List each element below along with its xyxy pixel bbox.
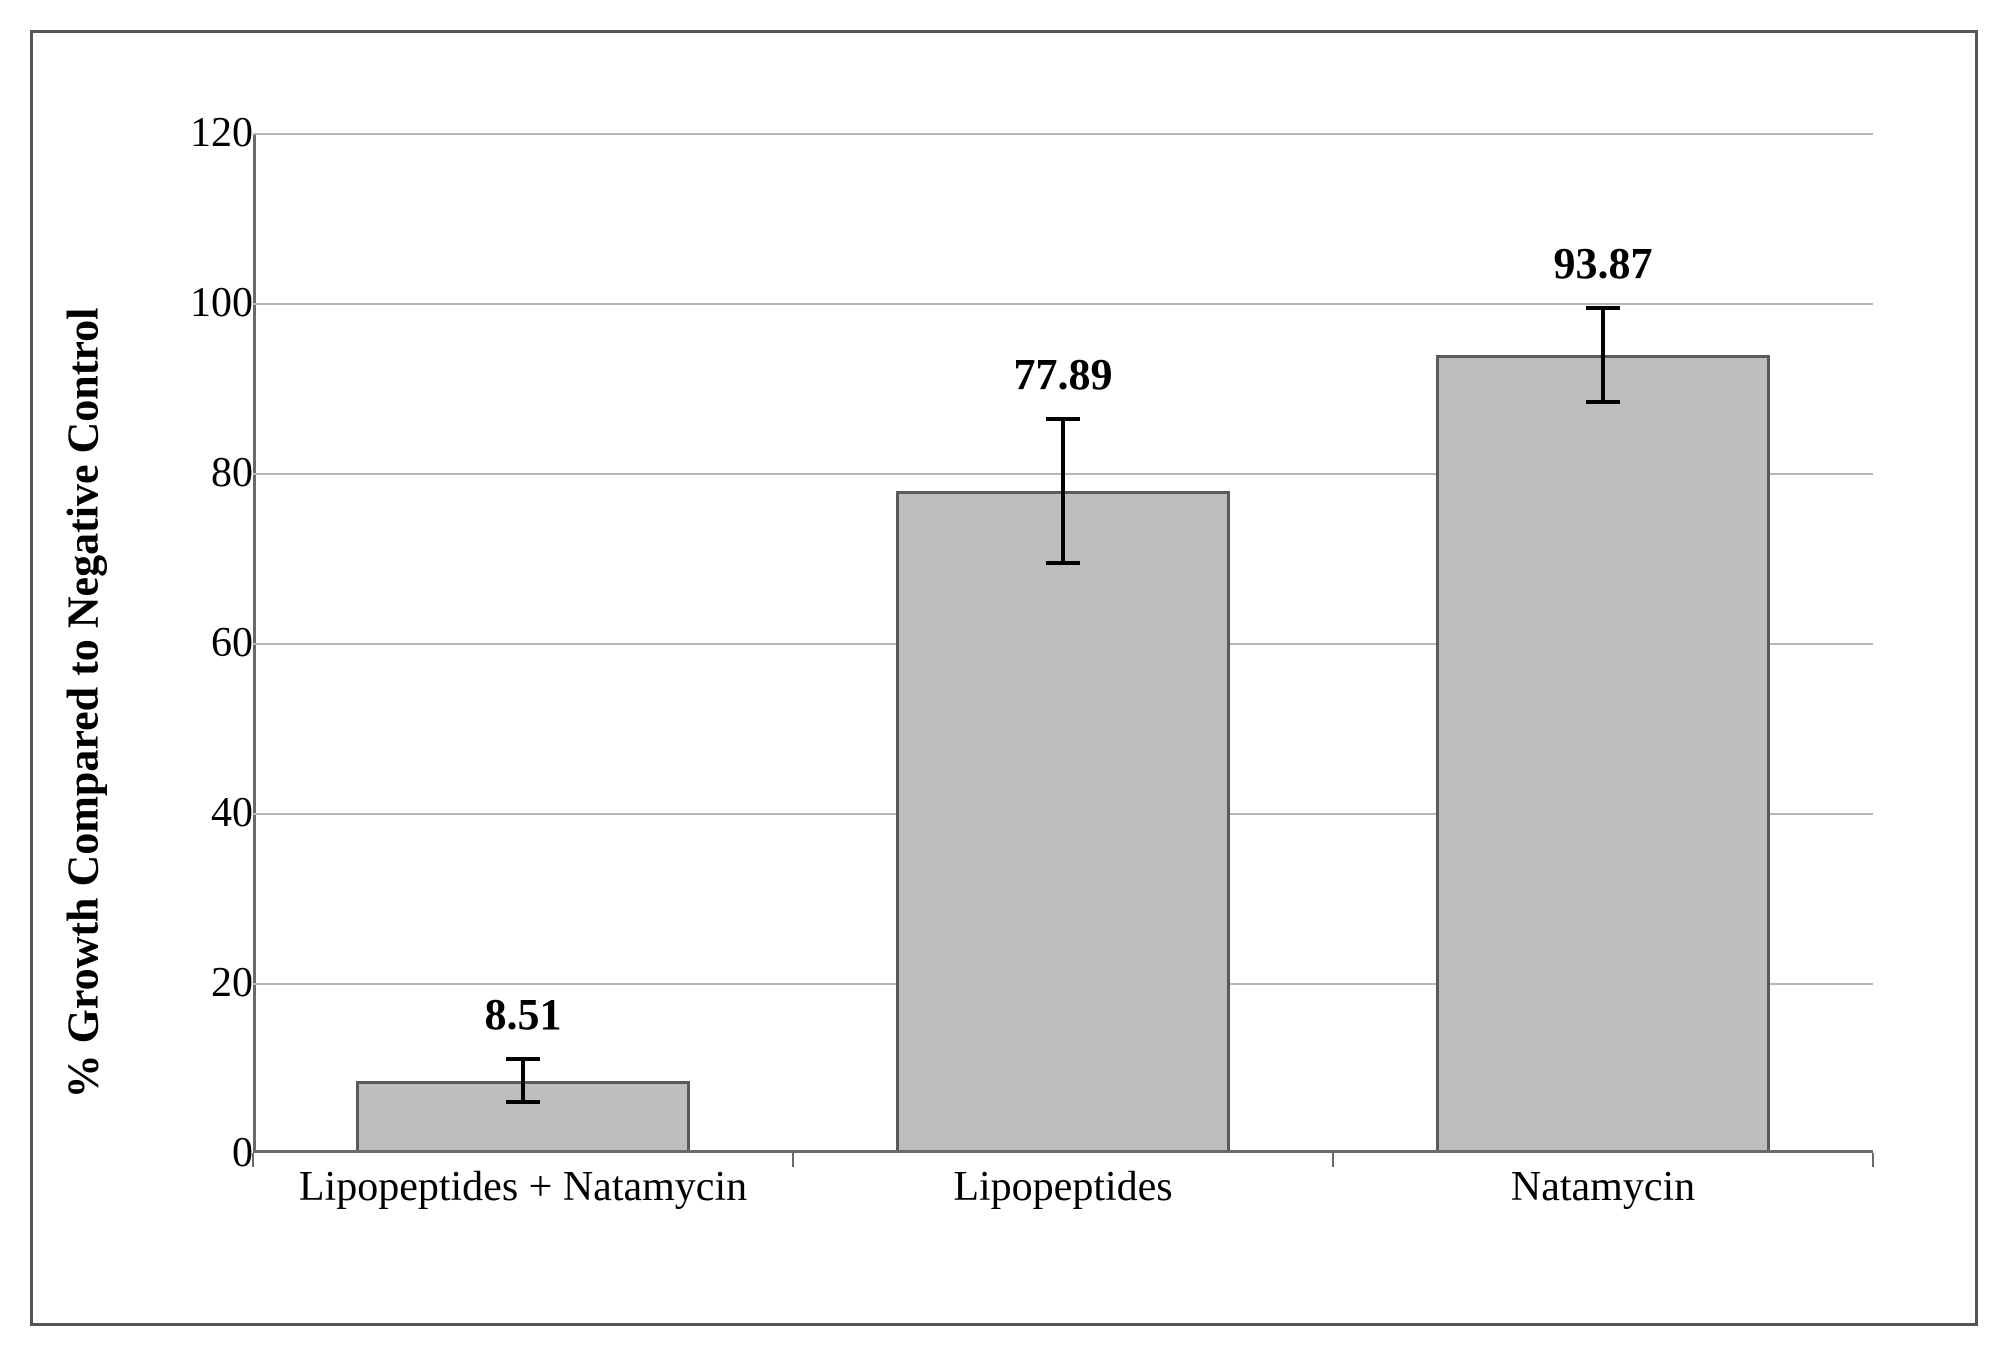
x-tick-label: Lipopeptides + Natamycin — [299, 1163, 747, 1211]
chart-outer-frame: % Growth Compared to Negative Control 0 … — [30, 30, 1978, 1326]
errorbar-cap-bot — [1586, 400, 1620, 404]
chart-wrap: % Growth Compared to Negative Control 0 … — [133, 133, 1893, 1273]
y-tick-40: 40 — [133, 789, 253, 837]
value-label: 8.51 — [485, 989, 562, 1040]
errorbar-cap-top — [1046, 417, 1080, 421]
x-tick-mark — [252, 1153, 254, 1167]
errorbar-stem — [521, 1059, 525, 1102]
y-tick-100: 100 — [133, 279, 253, 327]
y-tick-0: 0 — [133, 1129, 253, 1177]
grid-line — [253, 303, 1873, 305]
y-tick-80: 80 — [133, 449, 253, 497]
errorbar-stem — [1061, 419, 1065, 564]
value-label: 77.89 — [1014, 349, 1113, 400]
y-tick-120: 120 — [133, 109, 253, 157]
x-tick-mark — [1332, 1153, 1334, 1167]
plot-area: 8.51 77.89 93.87 — [253, 133, 1873, 1153]
x-tick-mark — [792, 1153, 794, 1167]
y-tick-60: 60 — [133, 619, 253, 667]
x-tick-label: Lipopeptides — [953, 1163, 1172, 1211]
x-tick-label: Natamycin — [1511, 1163, 1695, 1211]
errorbar-cap-top — [1586, 306, 1620, 310]
y-tick-20: 20 — [133, 959, 253, 1007]
grid-line — [253, 133, 1873, 135]
errorbar-cap-bot — [506, 1100, 540, 1104]
bar-natamycin — [1436, 355, 1771, 1153]
bar-lipopeptides — [896, 491, 1231, 1153]
x-tick-mark — [1872, 1153, 1874, 1167]
errorbar-cap-top — [506, 1057, 540, 1061]
x-axis-line — [253, 1150, 1873, 1153]
value-label: 93.87 — [1554, 238, 1653, 289]
y-axis-label: % Growth Compared to Negative Control — [58, 308, 109, 1099]
errorbar-cap-bot — [1046, 561, 1080, 565]
errorbar-stem — [1601, 308, 1605, 402]
